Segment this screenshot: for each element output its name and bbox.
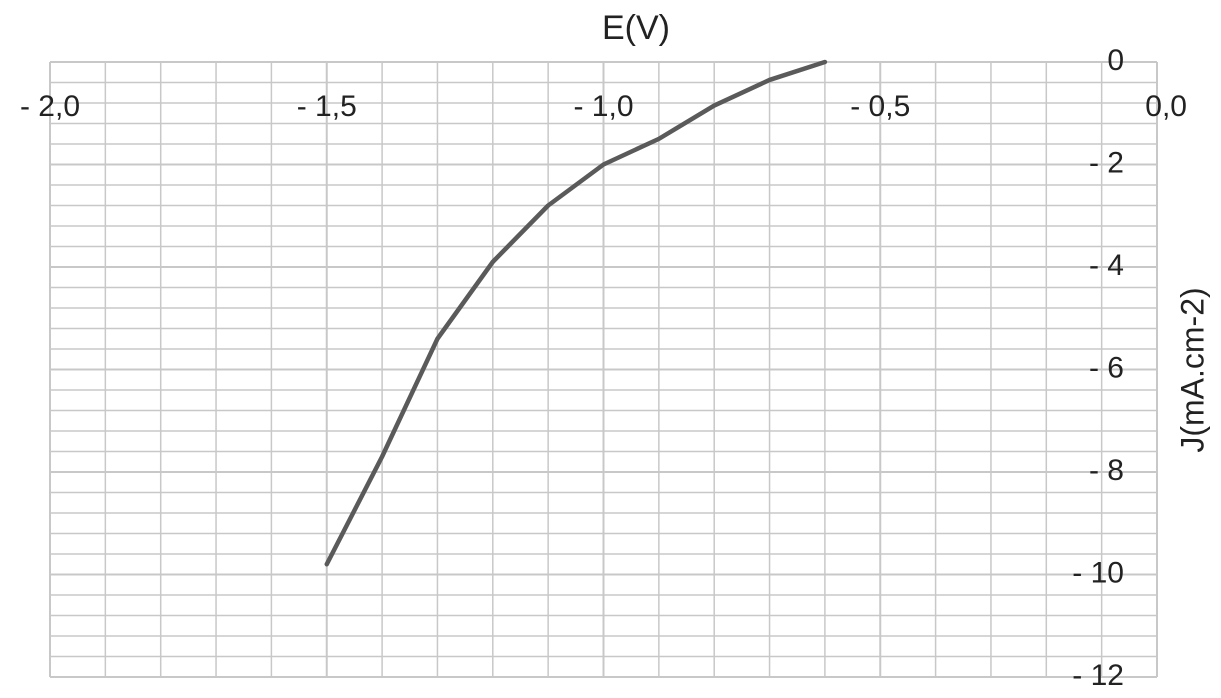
chart-title: E(V) [602, 9, 670, 47]
x-tick-label: - 0,5 [850, 90, 910, 123]
line-series [324, 59, 828, 567]
x-tick-label: - 2,0 [20, 90, 80, 123]
x-tick-label: 0,0 [1145, 90, 1187, 123]
y-tick-label: - 6 [1089, 351, 1124, 384]
x-tick-label: - 1,5 [297, 90, 357, 123]
y-tick-label: - 10 [1072, 556, 1124, 589]
y-tick-label: - 8 [1089, 454, 1124, 487]
y-tick-label: 0 [1107, 44, 1124, 77]
y-tick-label: - 2 [1089, 146, 1124, 179]
x-tick-label: - 1,0 [573, 90, 633, 123]
y-tick-label: - 12 [1072, 659, 1124, 692]
y-tick-label: - 4 [1089, 249, 1124, 282]
y-axis-label: J(mA.cm-2) [1174, 287, 1210, 452]
